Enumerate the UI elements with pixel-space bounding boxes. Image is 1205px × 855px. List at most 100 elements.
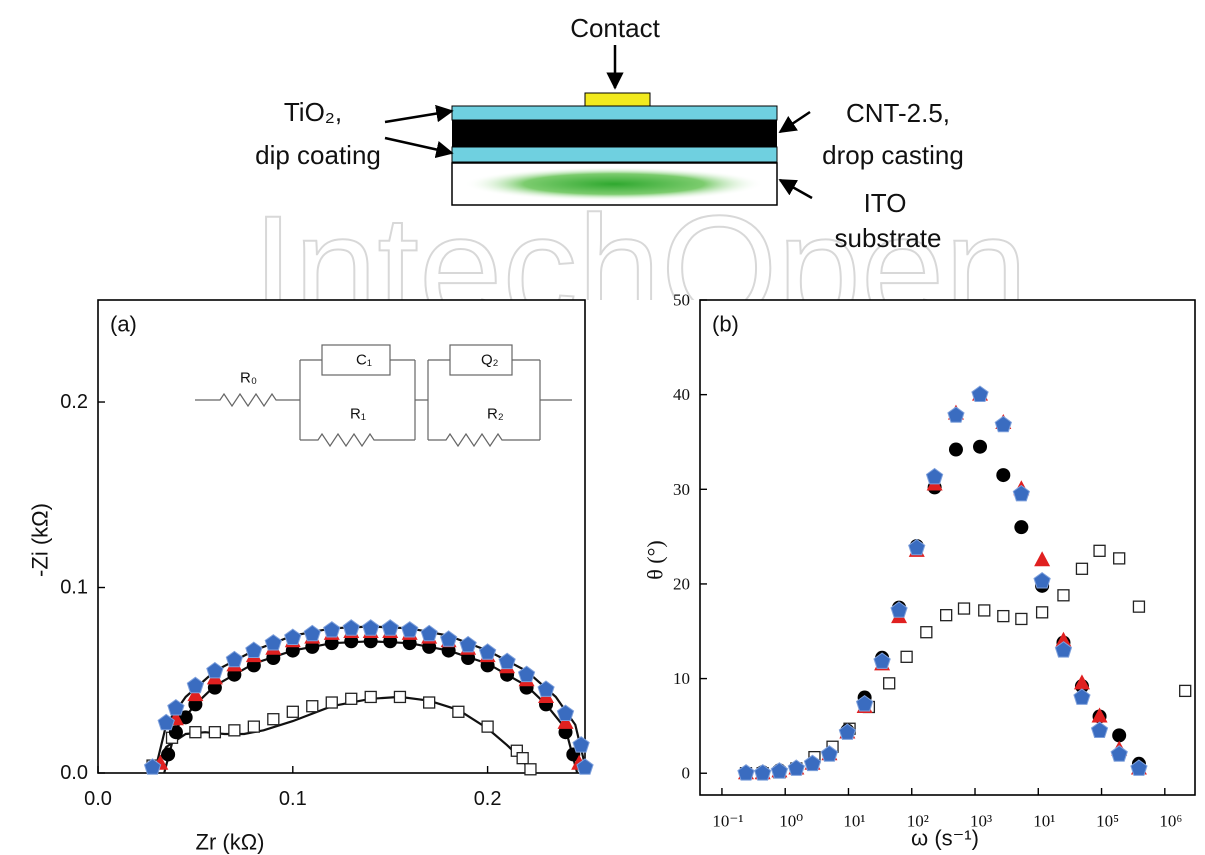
- tio2-bottom: [451, 146, 778, 163]
- x-tick-label: 10²: [907, 812, 929, 831]
- circuit-label: C₁: [356, 352, 372, 369]
- circuit-label: Q₂: [481, 352, 499, 369]
- point: [1055, 631, 1072, 647]
- point: [1093, 544, 1106, 557]
- rq-branch: [415, 359, 572, 448]
- point: [306, 700, 319, 713]
- point: [459, 635, 477, 653]
- x-tick-label: 10¹: [1033, 812, 1055, 831]
- point: [737, 764, 755, 781]
- y-axis-title: -Zi (kΩ): [28, 503, 53, 577]
- point: [393, 690, 407, 704]
- point: [770, 762, 789, 779]
- point: [1054, 641, 1073, 658]
- point: [803, 754, 822, 772]
- point: [1112, 728, 1127, 743]
- point: [187, 686, 204, 702]
- x-tick-label: 10⁶: [1159, 812, 1182, 831]
- circuit-label: R₂: [487, 406, 504, 423]
- point: [420, 624, 438, 642]
- point: [364, 690, 377, 704]
- x-tick-label: 10⁻¹: [712, 812, 743, 831]
- point: [1012, 484, 1030, 502]
- point: [452, 705, 465, 718]
- point: [1014, 520, 1029, 535]
- point: [267, 713, 280, 726]
- point: [900, 650, 913, 663]
- point: [208, 726, 222, 739]
- point: [1073, 674, 1090, 690]
- point: [996, 468, 1011, 483]
- point: [228, 724, 241, 737]
- point: [167, 698, 185, 716]
- point: [890, 601, 908, 618]
- arrow: [778, 178, 813, 200]
- point: [572, 736, 590, 753]
- point: [925, 467, 944, 485]
- point: [168, 725, 183, 740]
- point: [971, 385, 989, 402]
- plot-1: 10⁻¹ 10⁰ 10¹ 10² 10³ 10¹ 10⁵ 10⁶ 0 10 20 30 40 50 ω (s…: [643, 291, 1196, 851]
- point: [440, 630, 458, 647]
- point: [1033, 571, 1051, 589]
- x-axis-title: ω (s⁻¹): [911, 826, 979, 851]
- y-tick-label: 10: [673, 669, 690, 688]
- plot-frame: [97, 299, 586, 774]
- point: [994, 415, 1012, 433]
- point: [855, 694, 874, 712]
- y-tick-label: 0.0: [60, 762, 88, 784]
- point: [345, 692, 358, 705]
- y-tick-label: 0: [682, 764, 691, 783]
- y-tick-label: 50: [673, 291, 690, 310]
- point: [948, 442, 963, 457]
- contact-label: Contact: [570, 13, 660, 43]
- point: [303, 624, 321, 642]
- point: [264, 634, 282, 651]
- point: [1075, 562, 1089, 575]
- ito-glow: [464, 167, 764, 201]
- point: [920, 626, 933, 639]
- x-tick-label: 10⁰: [779, 812, 803, 831]
- point: [1132, 600, 1146, 613]
- point: [381, 619, 399, 636]
- point: [1035, 606, 1049, 619]
- point: [838, 723, 856, 740]
- y-tick-label: 20: [673, 574, 690, 593]
- point: [754, 764, 772, 781]
- point: [820, 745, 839, 762]
- y-tick-label: 0.2: [60, 391, 88, 413]
- y-tick-label: 0.1: [60, 577, 88, 599]
- point: [556, 704, 575, 721]
- tio2-top: [451, 105, 778, 121]
- x-tick-label: 0.1: [279, 788, 307, 810]
- point: [576, 758, 594, 775]
- point: [284, 628, 302, 645]
- contact-pad: [584, 92, 651, 107]
- x-tick-label: 10⁵: [1096, 812, 1119, 831]
- point: [997, 609, 1010, 623]
- point: [225, 650, 243, 668]
- cnt-label: CNT-2.5,: [846, 98, 950, 128]
- watermark: IntechOpen: [252, 184, 1028, 352]
- plot-frame: [699, 299, 1196, 796]
- point: [401, 621, 419, 638]
- point: [1073, 688, 1091, 705]
- ito-label: substrate: [835, 223, 942, 253]
- circuit-inset: [195, 344, 572, 448]
- resistor-r0: [195, 392, 300, 408]
- arrow: [778, 110, 811, 134]
- point: [1057, 589, 1070, 602]
- point: [557, 713, 574, 729]
- point: [478, 643, 497, 660]
- tio2-label: dip coating: [255, 140, 381, 170]
- point: [186, 676, 205, 694]
- point: [1034, 551, 1051, 567]
- point: [1015, 612, 1028, 626]
- point: [947, 406, 965, 423]
- point: [245, 641, 263, 658]
- point: [323, 621, 341, 638]
- point: [1110, 745, 1128, 762]
- point: [481, 720, 494, 733]
- y-tick-label: 30: [673, 480, 690, 499]
- point: [161, 747, 176, 762]
